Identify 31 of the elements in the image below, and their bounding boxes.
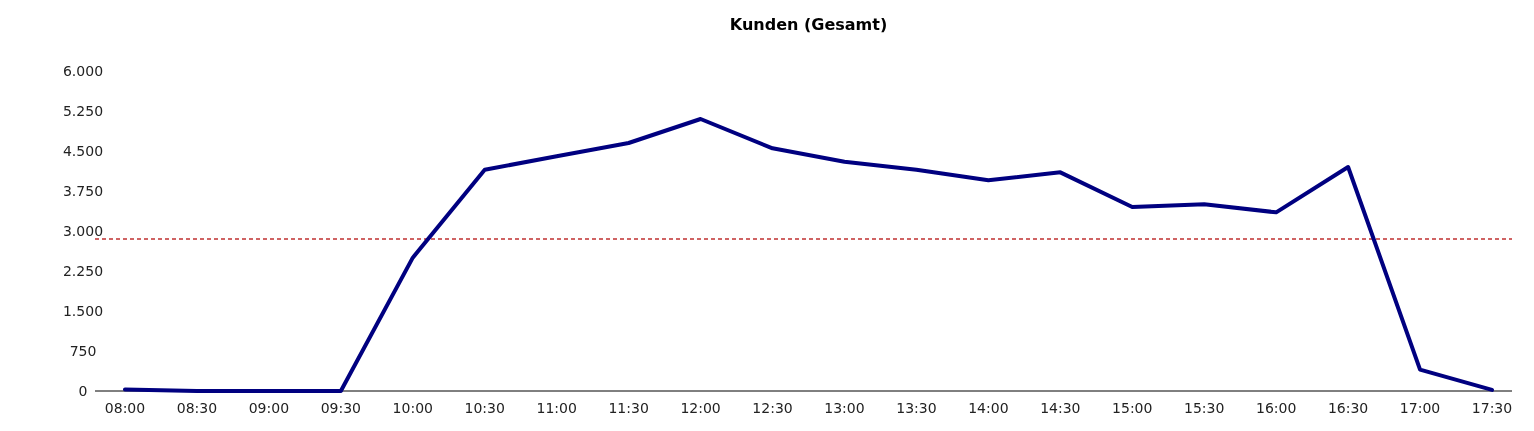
- x-tick-label: 15:30: [1184, 400, 1225, 416]
- y-tick-label: 0: [78, 383, 88, 399]
- y-tick-label: 2.250: [62, 263, 104, 279]
- x-tick-label: 15:00: [1112, 400, 1153, 416]
- x-tick-label: 08:30: [176, 400, 218, 416]
- y-tick-label: 5.250: [62, 103, 104, 119]
- x-tick-label: 11:30: [608, 400, 649, 416]
- x-tick-label: 08:00: [104, 400, 146, 416]
- y-tick-label: 6.000: [62, 63, 104, 79]
- x-tick-label: 14:30: [1040, 400, 1081, 416]
- x-tick-label: 09:30: [320, 400, 362, 416]
- x-tick-label: 12:00: [680, 400, 721, 416]
- x-tick-label: 13:00: [824, 400, 865, 416]
- y-tick-label: 4.500: [62, 143, 104, 159]
- x-tick-label: 10:30: [464, 400, 505, 416]
- y-tick-label: 3.000: [62, 223, 104, 239]
- x-tick-label: 09:00: [248, 400, 290, 416]
- x-tick-label: 10:00: [392, 400, 433, 416]
- x-tick-label: 14:00: [968, 400, 1009, 416]
- x-tick-label: 16:00: [1255, 400, 1297, 416]
- x-tick-label: 13:30: [896, 400, 937, 416]
- x-tick-label: 11:00: [536, 400, 577, 416]
- x-tick-label: 17:30: [1471, 400, 1513, 416]
- y-tick-label: 750: [69, 343, 97, 359]
- y-tick-label: 1.500: [62, 303, 104, 319]
- line-series: [123, 117, 1494, 393]
- chart-title: Kunden (Gesamt): [729, 15, 888, 34]
- y-tick-label: 3.750: [62, 183, 104, 199]
- x-tick-label: 17:00: [1399, 400, 1441, 416]
- x-tick-label: 12:30: [752, 400, 793, 416]
- x-tick-label: 16:30: [1327, 400, 1369, 416]
